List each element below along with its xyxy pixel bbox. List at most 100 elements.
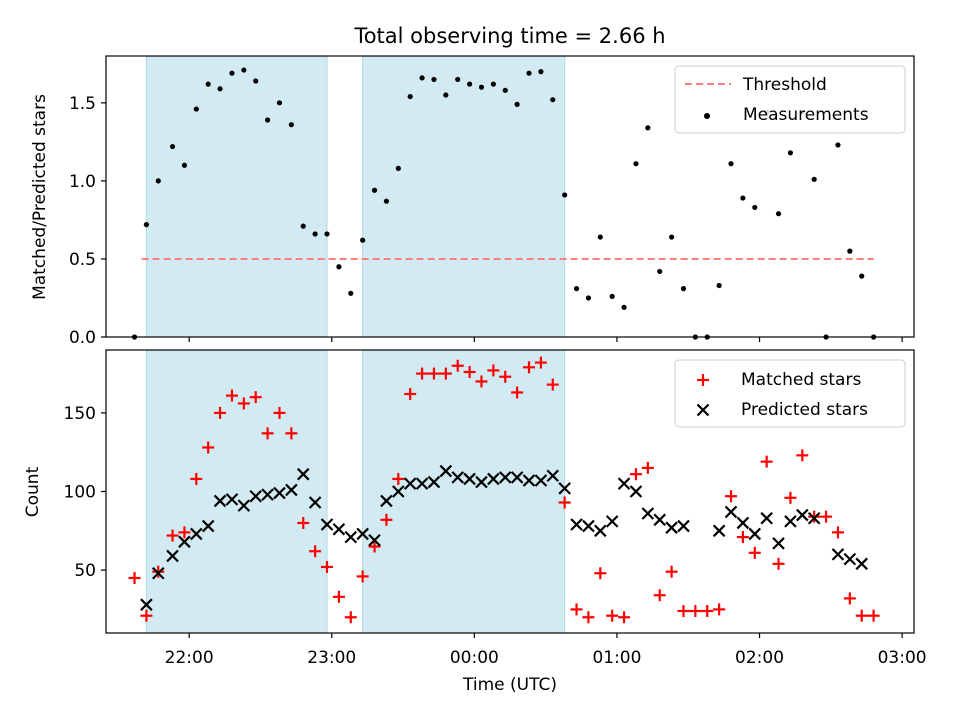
top-y-axis-label: Matched/Predicted stars — [30, 94, 50, 300]
matched-star-point-5 — [190, 472, 203, 485]
measurement-point-42 — [633, 161, 639, 167]
matched-star-point-40 — [606, 609, 619, 622]
measurement-point-43 — [645, 125, 651, 131]
matched-star-point-28 — [463, 366, 476, 379]
predicted-star-point-31 — [510, 471, 524, 484]
predicted-star-point-11 — [273, 486, 286, 500]
predicted-star-point-27 — [463, 472, 476, 486]
matched-star-point-9 — [237, 397, 250, 410]
matched-star-point-1 — [140, 609, 153, 622]
predicted-star-point-1 — [152, 566, 165, 580]
measurement-point-3 — [169, 143, 176, 150]
predicted-star-point-33 — [534, 474, 548, 487]
top-shaded-interval-2 — [362, 55, 566, 338]
measurement-point-19 — [360, 237, 366, 243]
predicted-star-point-43 — [653, 513, 666, 527]
matched-star-point-16 — [321, 560, 334, 573]
measurement-point-25 — [431, 76, 437, 83]
predicted-star-point-20 — [380, 494, 393, 508]
predicted-star-point-56 — [843, 552, 857, 566]
matched-star-point-43 — [641, 461, 654, 474]
measurement-point-59 — [835, 142, 841, 148]
measurement-point-60 — [847, 248, 853, 254]
matched-star-point-55 — [784, 491, 797, 504]
measurement-point-45 — [669, 234, 675, 240]
matched-star-point-6 — [202, 441, 215, 454]
predicted-star-point-41 — [629, 485, 643, 498]
matched-star-point-19 — [356, 570, 369, 583]
matched-star-point-58 — [820, 510, 833, 523]
top-y-tick-label-2: 1.0 — [69, 172, 96, 192]
matched-star-point-31 — [499, 370, 512, 383]
measurement-point-30 — [490, 81, 496, 87]
measurement-point-9 — [241, 67, 247, 73]
predicted-star-point-16 — [332, 522, 346, 536]
legend-measurements-label: Measurements — [743, 105, 869, 125]
measurement-point-24 — [419, 75, 425, 81]
measurement-point-38 — [585, 295, 592, 301]
measurement-point-27 — [455, 76, 461, 83]
measurement-point-1 — [143, 222, 149, 228]
matched-star-point-20 — [368, 540, 381, 553]
measurement-point-40 — [609, 293, 615, 300]
predicted-star-point-39 — [605, 515, 619, 528]
predicted-star-point-7 — [225, 493, 239, 506]
measurement-point-36 — [562, 192, 568, 198]
measurement-point-44 — [657, 268, 663, 275]
predicted-star-point-46 — [712, 524, 726, 538]
measurement-point-29 — [478, 84, 485, 90]
matched-star-point-4 — [178, 526, 191, 539]
predicted-star-point-26 — [451, 471, 464, 484]
predicted-star-point-4 — [190, 527, 203, 541]
measurement-point-10 — [253, 78, 259, 84]
measurement-point-28 — [467, 81, 473, 87]
matched-star-point-45 — [665, 565, 678, 578]
predicted-star-point-35 — [558, 482, 571, 495]
predicted-star-point-10 — [261, 488, 274, 501]
measurement-point-20 — [371, 187, 378, 193]
matched-star-point-15 — [309, 545, 322, 558]
predicted-star-point-22 — [403, 477, 417, 490]
measurement-point-7 — [217, 86, 223, 92]
measurement-point-8 — [229, 70, 235, 76]
matched-star-point-32 — [511, 386, 524, 399]
predicted-star-point-5 — [201, 519, 215, 533]
measurement-point-55 — [787, 150, 794, 156]
matched-star-point-8 — [225, 389, 238, 402]
measurement-point-33 — [526, 70, 532, 76]
bottom-shaded-interval-2 — [362, 349, 566, 634]
predicted-star-point-21 — [392, 485, 405, 498]
predicted-star-point-3 — [178, 535, 191, 549]
matched-star-point-39 — [594, 567, 607, 580]
x-tick-label-0: 22:00 — [165, 648, 214, 668]
predicted-star-point-14 — [308, 496, 322, 509]
measurement-point-17 — [336, 264, 342, 270]
predicted-star-point-54 — [807, 511, 821, 525]
matched-star-point-27 — [451, 359, 464, 372]
measurement-point-15 — [312, 231, 318, 237]
measurement-point-14 — [300, 223, 306, 229]
predicted-star-point-45 — [677, 519, 690, 533]
matched-star-point-12 — [273, 406, 286, 419]
bottom-y-tick-label-1: 100 — [64, 483, 96, 503]
measurement-point-4 — [181, 162, 188, 168]
predicted-star-point-37 — [582, 519, 595, 533]
predicted-star-point-52 — [784, 515, 797, 528]
matched-star-point-37 — [570, 603, 583, 616]
measurement-point-21 — [383, 198, 390, 204]
matched-star-point-61 — [855, 609, 868, 622]
top-panel: 0.0 0.5 1.0 1.5 Matched/Predicted stars Thr… — [30, 55, 915, 348]
measurement-point-23 — [407, 93, 413, 100]
predicted-star-point-13 — [296, 467, 310, 481]
predicted-star-point-51 — [772, 537, 785, 550]
legend-predicted-label: Predicted stars — [741, 400, 868, 420]
legend-matched-swatch — [697, 374, 709, 386]
predicted-star-point-42 — [641, 507, 655, 520]
measurement-point-35 — [550, 97, 556, 103]
top-y-tick-label-0: 0.0 — [69, 328, 96, 348]
top-y-tick-label-3: 1.5 — [69, 94, 96, 114]
legend-predicted-swatch — [696, 403, 710, 417]
predicted-star-point-2 — [166, 549, 179, 563]
measurement-point-37 — [573, 286, 580, 292]
